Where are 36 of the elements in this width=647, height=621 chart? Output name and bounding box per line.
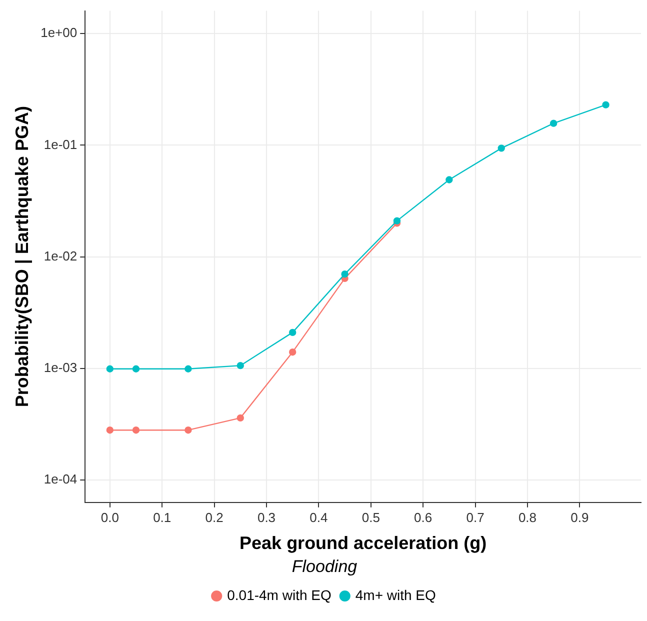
point (236, 362, 244, 370)
y-tick-label: 1e-04 (44, 472, 78, 487)
x-tick-label: 0.9 (570, 510, 589, 525)
point (184, 365, 192, 372)
point (341, 270, 348, 278)
x-axis-title: Peak ground acceleration (g) (240, 532, 487, 553)
x-tick-label: 0.3 (257, 510, 276, 525)
point (106, 365, 114, 372)
point (184, 426, 192, 434)
point (550, 120, 558, 127)
point (106, 426, 114, 434)
point (288, 348, 296, 356)
y-axis-title: Probability(SBO | Earthquake PGA) (12, 106, 32, 408)
x-tick-label: 0.7 (466, 510, 484, 525)
point (602, 101, 610, 108)
x-tick-label: 0.0 (100, 510, 119, 525)
y-tick-label: 1e-03 (44, 360, 78, 375)
point (393, 217, 401, 224)
legend-label: 4m+ with EQ (355, 586, 436, 603)
y-tick-label: 1e+00 (40, 25, 78, 40)
legend-label: 0.01-4m with EQ (227, 586, 332, 603)
x-tick-label: 0.1 (153, 510, 172, 525)
x-tick-label: 0.5 (362, 510, 380, 525)
point (236, 414, 244, 422)
y-tick-label: 1e-02 (44, 248, 78, 264)
x-tick-label: 0.6 (414, 510, 432, 525)
y-tick-label: 1e-01 (44, 136, 78, 152)
x-tick-label: 0.4 (310, 510, 328, 525)
point (446, 176, 453, 184)
x-tick-label: 0.8 (518, 510, 537, 525)
point (132, 365, 140, 372)
point (498, 144, 505, 152)
legend-title: Flooding (292, 556, 358, 576)
x-tick-label: 0.2 (205, 510, 224, 525)
point (288, 328, 296, 336)
point (132, 426, 140, 434)
